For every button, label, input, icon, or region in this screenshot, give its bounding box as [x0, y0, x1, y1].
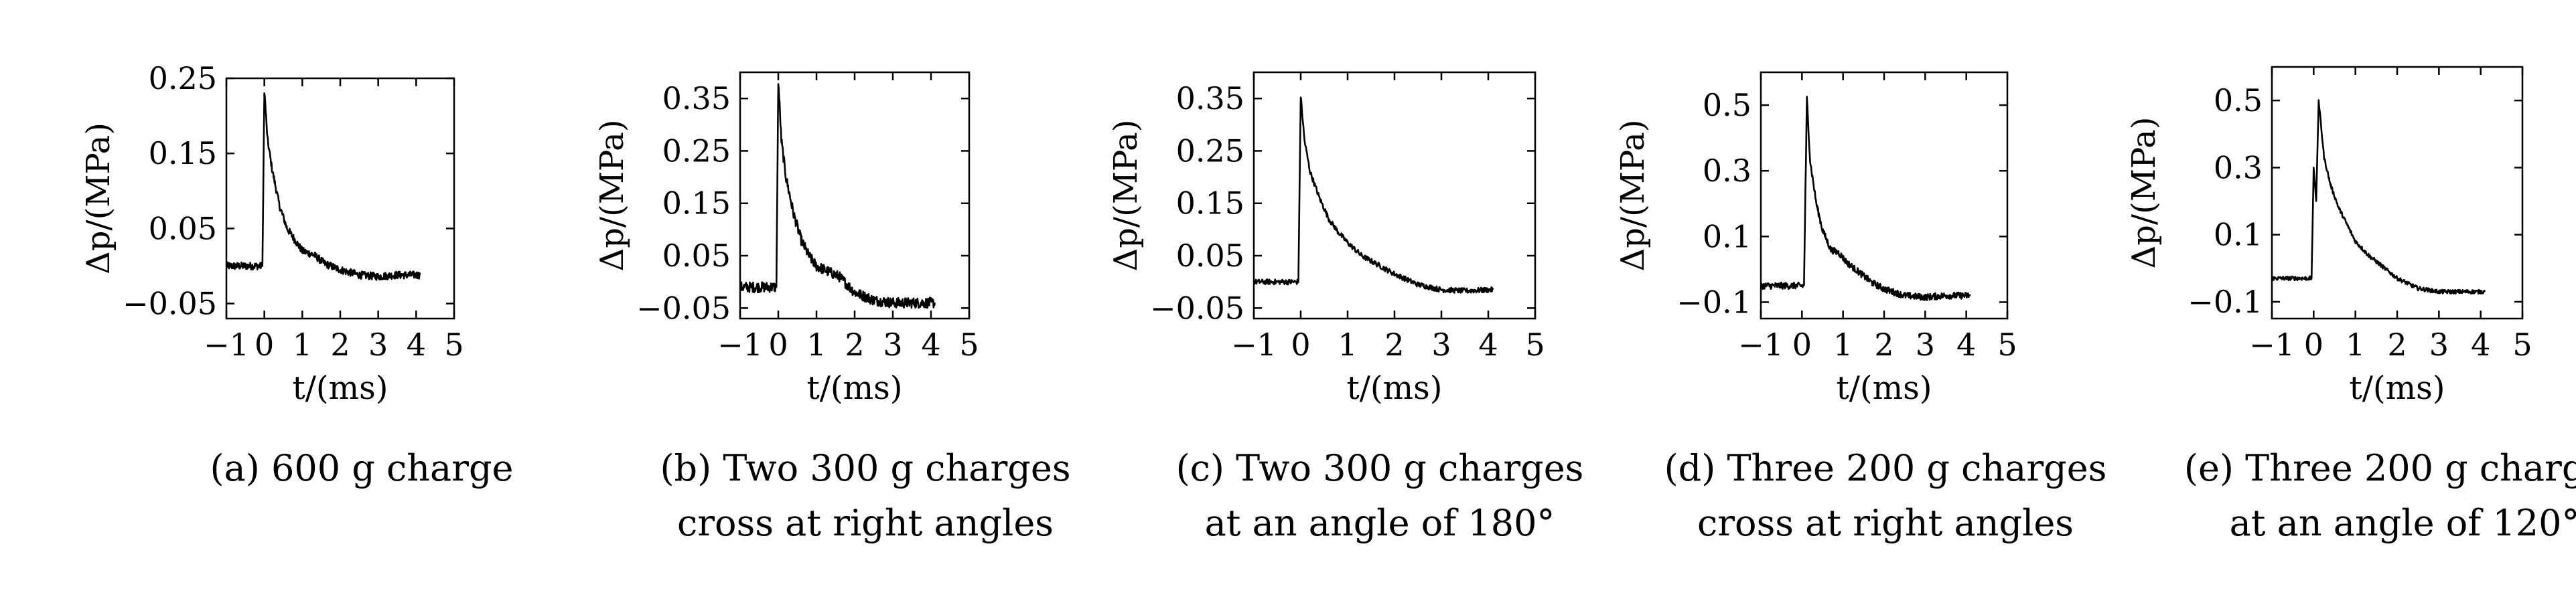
x-tick-label: 4: [2471, 327, 2490, 363]
y-tick-label: 0.35: [662, 80, 731, 116]
x-tick-label: 4: [1478, 327, 1498, 363]
y-tick-label: 0.25: [149, 60, 217, 96]
x-tick-label: 3: [883, 327, 902, 363]
chart-panel-d: −1 0 1 2 3 4 5 −0.1 0.1 0.3 0.5 t/(ms) Δp/(MPa) (d) T…: [1614, 71, 2107, 544]
y-tick-label: −0.05: [123, 286, 217, 322]
plot-frame: [739, 71, 971, 320]
x-tick-label: 3: [2429, 327, 2449, 363]
x-tick-label: 1: [2346, 327, 2365, 363]
series-line-0: [739, 83, 936, 309]
y-axis-label: Δp/(MPa): [80, 122, 117, 274]
panel-caption-line-2: at an angle of 180°: [1205, 502, 1555, 544]
chart-panel-b: −1 0 1 2 3 4 5 −0.05 0.05 0.15 0.25 0.35 t/(ms) Δp/(M…: [593, 71, 1071, 544]
y-tick-label: −0.05: [1150, 290, 1244, 326]
chart-panel-a: −1 0 1 2 3 4 5 −0.05 0.05 0.15 0.25 t/(ms) Δp/(MPa) (…: [80, 60, 514, 489]
y-tick-label: 0.3: [2214, 149, 2263, 185]
y-tick-label: 0.1: [1703, 218, 1751, 254]
x-tick-label: 4: [1956, 327, 1976, 363]
y-axis-label: Δp/(MPa): [593, 120, 631, 272]
panel-caption-line-1: (b) Two 300 g charges: [660, 447, 1070, 489]
x-tick-label: −1: [204, 327, 249, 363]
y-tick-label: −0.1: [2188, 284, 2263, 320]
x-tick-label: 0: [768, 327, 788, 363]
y-tick-label: 0.05: [1176, 238, 1244, 274]
y-tick-label: −0.1: [1676, 284, 1751, 320]
chart-panel-c: −1 0 1 2 3 4 5 −0.05 0.05 0.15 0.25 0.35 t/(ms) Δp/(M…: [1107, 71, 1584, 544]
x-tick-label: −1: [717, 327, 763, 363]
x-axis-label: t/(ms): [1346, 369, 1442, 407]
y-tick-label: 0.05: [149, 210, 217, 246]
x-tick-label: 3: [368, 327, 388, 363]
x-tick-label: 4: [407, 327, 426, 363]
x-tick-label: 5: [1997, 327, 2017, 363]
x-tick-label: 0: [2304, 327, 2323, 363]
plot-frame: [225, 77, 455, 320]
panel-caption-line-1: (e) Three 200 g charges: [2184, 447, 2576, 489]
series-line-0: [225, 92, 421, 281]
panel-caption-line-2: cross at right angles: [1697, 502, 2074, 544]
y-tick-label: −0.05: [636, 290, 731, 326]
x-tick-label: −1: [2249, 327, 2295, 363]
y-axis-label: Δp/(MPa): [1614, 120, 1652, 272]
y-tick-label: 0.15: [662, 185, 731, 222]
y-axis-label: Δp/(MPa): [2125, 117, 2163, 269]
x-tick-label: 2: [1384, 327, 1404, 363]
x-tick-label: 4: [921, 327, 940, 363]
x-axis-label: t/(ms): [2349, 369, 2445, 407]
x-axis-label: t/(ms): [292, 369, 388, 407]
x-tick-label: 2: [330, 327, 350, 363]
series-line-0: [2271, 99, 2486, 295]
series-line-0: [1253, 96, 1494, 294]
y-tick-label: 0.25: [662, 133, 731, 169]
x-tick-label: 3: [1431, 327, 1451, 363]
y-tick-label: 0.35: [1176, 80, 1244, 116]
panel-caption-line-2: at an angle of 120°: [2230, 502, 2576, 544]
panel-caption-line-1: (d) Three 200 g charges: [1664, 447, 2107, 489]
y-tick-label: 0.3: [1703, 153, 1751, 189]
x-tick-label: 5: [1525, 327, 1545, 363]
panel-caption-line-1: (c) Two 300 g charges: [1176, 447, 1584, 489]
y-tick-label: 0.15: [149, 135, 217, 171]
y-tick-label: 0.1: [2214, 217, 2263, 253]
x-tick-label: 3: [1916, 327, 1935, 363]
x-tick-label: 5: [2512, 327, 2532, 363]
y-tick-label: 0.5: [2214, 82, 2263, 118]
y-axis-label: Δp/(MPa): [1107, 120, 1145, 272]
x-tick-label: 1: [1833, 327, 1853, 363]
x-tick-label: −1: [1738, 327, 1784, 363]
x-tick-label: 2: [845, 327, 864, 363]
x-tick-label: 5: [444, 327, 463, 363]
y-tick-label: 0.15: [1176, 185, 1244, 222]
series-line-0: [1760, 96, 1971, 301]
x-tick-label: −1: [1231, 327, 1277, 363]
y-tick-label: 0.05: [662, 238, 731, 274]
chart-panel-e: −1 0 1 2 3 4 5 −0.1 0.1 0.3 0.5 t/(ms) Δp/(MPa) (e) T…: [2125, 66, 2576, 544]
x-axis-label: t/(ms): [806, 369, 902, 407]
x-tick-label: 0: [1792, 327, 1812, 363]
plot-frame: [1760, 71, 2009, 320]
x-tick-label: 2: [2387, 327, 2407, 363]
panel-caption-line-2: cross at right angles: [677, 502, 1054, 544]
y-tick-label: 0.25: [1176, 133, 1244, 169]
x-tick-label: 0: [1291, 327, 1310, 363]
x-tick-label: 2: [1874, 327, 1893, 363]
x-tick-label: 1: [293, 327, 312, 363]
x-axis-label: t/(ms): [1836, 369, 1932, 407]
x-tick-label: 5: [959, 327, 979, 363]
x-tick-label: 1: [806, 327, 826, 363]
y-tick-label: 0.5: [1703, 87, 1751, 123]
x-tick-label: 1: [1338, 327, 1357, 363]
panel-caption-line-1: (a) 600 g charge: [210, 447, 513, 489]
x-tick-label: 0: [255, 327, 274, 363]
